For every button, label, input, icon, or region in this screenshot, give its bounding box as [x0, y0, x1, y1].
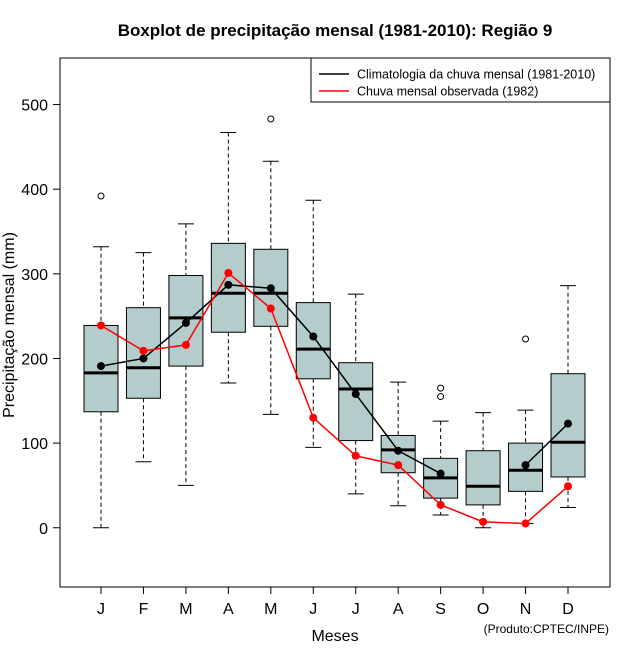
y-axis-title: Precipitação mensal (mm) [1, 232, 18, 418]
series-point [351, 451, 360, 460]
series-line [525, 423, 569, 466]
credit-label: (Produto:CPTEC/INPE) [484, 622, 609, 636]
legend-box [310, 57, 611, 103]
series-point [351, 390, 360, 399]
box-0 [83, 192, 119, 529]
box-4 [253, 115, 289, 415]
box-11 [550, 285, 586, 508]
series-point [224, 268, 233, 277]
box-iqr [465, 450, 501, 506]
y-tick-label-500: 500 [21, 98, 48, 115]
y-tick-label-300: 300 [21, 267, 48, 284]
series-point [266, 304, 275, 313]
x-tick-label-1: F [139, 601, 149, 618]
series-point [97, 321, 105, 330]
series-point [436, 469, 445, 478]
y-tick-label-100: 100 [21, 436, 48, 453]
series-point [564, 419, 572, 428]
legend-label-observed: Chuva mensal observada (1982) [357, 85, 538, 99]
series-lines-group [97, 268, 572, 528]
y-tick-label-400: 400 [21, 182, 48, 199]
box-9 [465, 412, 501, 529]
outlier-point [267, 115, 275, 123]
legend-label-climatology: Climatologia da chuva mensal (1981-2010) [357, 68, 595, 82]
climatology-series [97, 280, 572, 478]
x-tick-label-5: J [309, 601, 317, 618]
series-point [521, 461, 530, 470]
box-iqr [338, 362, 374, 442]
x-tick-label-7: A [393, 601, 404, 618]
series-point [309, 413, 318, 422]
box-6 [338, 293, 374, 495]
x-tick-label-2: M [179, 601, 192, 618]
x-tick-label-8: S [435, 601, 446, 618]
series-point [479, 517, 488, 526]
x-tick-label-0: J [97, 601, 105, 618]
box-10 [508, 335, 544, 525]
y-axis: 0 100 200 300 400 500 [21, 98, 60, 538]
x-tick-label-10: N [520, 601, 532, 618]
y-tick-label-0: 0 [39, 521, 48, 538]
outlier-point [97, 192, 105, 200]
legend: Climatologia da chuva mensal (1981-2010)… [310, 57, 611, 103]
boxes-group [83, 115, 586, 529]
series-point [521, 519, 530, 528]
series-point [181, 318, 190, 327]
series-point [394, 446, 403, 455]
outlier-point [522, 335, 530, 343]
x-tick-label-6: J [352, 601, 360, 618]
x-tick-label-3: A [223, 601, 234, 618]
series-point [139, 354, 148, 363]
series-line [100, 271, 569, 525]
box-8 [423, 384, 459, 516]
x-tick-label-9: O [477, 601, 489, 618]
series-point [266, 284, 275, 293]
series-point [564, 482, 572, 491]
box-5 [295, 199, 331, 448]
observed-series [97, 268, 572, 528]
series-point [224, 280, 233, 289]
series-point [139, 346, 148, 355]
series-point [181, 340, 190, 349]
series-point [97, 362, 105, 371]
outlier-point [437, 393, 445, 401]
box-2 [168, 223, 204, 486]
series-point [394, 461, 403, 470]
x-tick-label-11: D [562, 601, 574, 618]
box-iqr [295, 302, 331, 380]
y-tick-label-200: 200 [21, 351, 48, 368]
chart-title: Boxplot de precipitação mensal (1981-201… [118, 21, 553, 40]
x-axis-title: Meses [311, 628, 358, 645]
outlier-point [437, 384, 445, 392]
series-point [436, 500, 445, 509]
box-7 [380, 381, 416, 507]
x-tick-label-4: M [264, 601, 277, 618]
box-3 [210, 131, 246, 384]
series-point [309, 332, 318, 341]
